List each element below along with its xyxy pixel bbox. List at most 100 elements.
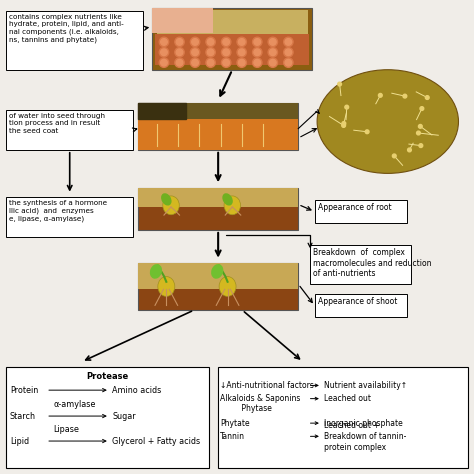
Circle shape <box>408 148 411 152</box>
Circle shape <box>253 58 262 67</box>
Circle shape <box>238 38 245 45</box>
FancyBboxPatch shape <box>138 188 298 207</box>
FancyBboxPatch shape <box>155 34 309 65</box>
FancyBboxPatch shape <box>138 103 298 119</box>
Text: contains complex nutrients like
hydrate, protein, lipid, and anti-
nal component: contains complex nutrients like hydrate,… <box>9 14 124 43</box>
Ellipse shape <box>222 193 233 206</box>
Circle shape <box>175 37 184 46</box>
Circle shape <box>270 38 276 45</box>
Text: Appearance of shoot: Appearance of shoot <box>318 297 397 306</box>
Circle shape <box>191 37 200 46</box>
Circle shape <box>378 93 382 97</box>
Ellipse shape <box>219 277 236 296</box>
Text: Leached out: Leached out <box>324 394 371 403</box>
Circle shape <box>237 47 246 57</box>
Ellipse shape <box>211 264 223 279</box>
Circle shape <box>270 49 276 55</box>
FancyBboxPatch shape <box>138 103 298 150</box>
Circle shape <box>365 130 369 134</box>
Circle shape <box>268 58 277 67</box>
Ellipse shape <box>150 264 162 279</box>
Circle shape <box>207 49 214 55</box>
Circle shape <box>270 59 276 66</box>
Circle shape <box>425 96 429 100</box>
Circle shape <box>253 37 262 46</box>
FancyBboxPatch shape <box>138 263 298 289</box>
Circle shape <box>161 59 167 66</box>
Text: Sugar: Sugar <box>112 411 136 420</box>
Circle shape <box>223 59 229 66</box>
Circle shape <box>254 38 261 45</box>
Circle shape <box>192 38 198 45</box>
Polygon shape <box>138 103 186 119</box>
Text: ↓Anti-nutritional factors: ↓Anti-nutritional factors <box>220 381 314 390</box>
Circle shape <box>206 58 215 67</box>
FancyBboxPatch shape <box>218 366 468 468</box>
FancyBboxPatch shape <box>152 9 312 70</box>
Text: Phytase: Phytase <box>220 404 272 413</box>
FancyBboxPatch shape <box>138 119 298 150</box>
Ellipse shape <box>224 196 240 215</box>
Circle shape <box>176 38 183 45</box>
Circle shape <box>206 47 215 57</box>
Circle shape <box>268 37 277 46</box>
Circle shape <box>175 47 184 57</box>
Circle shape <box>392 154 396 158</box>
Text: Breakdown  of  complex
macromolecules and reduction
of anti-nutrients: Breakdown of complex macromolecules and … <box>313 248 431 278</box>
Circle shape <box>161 49 167 55</box>
Ellipse shape <box>158 277 175 296</box>
Circle shape <box>342 121 346 125</box>
Circle shape <box>238 49 245 55</box>
Circle shape <box>207 59 214 66</box>
Circle shape <box>419 125 422 128</box>
Circle shape <box>191 58 200 67</box>
Text: Appearance of root: Appearance of root <box>318 203 391 212</box>
FancyBboxPatch shape <box>315 294 407 317</box>
Circle shape <box>254 59 261 66</box>
FancyBboxPatch shape <box>315 200 407 223</box>
Text: Alkaloids & Saponins: Alkaloids & Saponins <box>220 394 301 403</box>
Circle shape <box>176 49 183 55</box>
Circle shape <box>283 37 293 46</box>
Ellipse shape <box>161 193 172 206</box>
FancyBboxPatch shape <box>157 10 308 36</box>
Ellipse shape <box>317 70 458 173</box>
Circle shape <box>417 131 420 135</box>
Circle shape <box>223 49 229 55</box>
Text: Lipase: Lipase <box>53 425 79 434</box>
Circle shape <box>342 124 346 128</box>
Circle shape <box>419 144 423 147</box>
Circle shape <box>161 38 167 45</box>
Text: Amino acids: Amino acids <box>112 386 161 395</box>
Text: Leached out +
Breakdown of tannin-
protein complex: Leached out + Breakdown of tannin- prote… <box>324 421 407 452</box>
Circle shape <box>206 37 215 46</box>
Text: Nutrient availability↑: Nutrient availability↑ <box>324 381 407 390</box>
Circle shape <box>268 47 277 57</box>
FancyBboxPatch shape <box>6 11 143 70</box>
Text: Lipid: Lipid <box>10 437 29 446</box>
Circle shape <box>238 59 245 66</box>
Circle shape <box>345 105 348 109</box>
Text: α-amylase: α-amylase <box>53 400 96 409</box>
FancyBboxPatch shape <box>6 366 209 468</box>
Circle shape <box>420 107 424 110</box>
Circle shape <box>176 59 183 66</box>
Circle shape <box>237 37 246 46</box>
Circle shape <box>192 59 198 66</box>
Circle shape <box>285 59 292 66</box>
Text: of water into seed through
tion process and in result
the seed coat: of water into seed through tion process … <box>9 113 105 134</box>
Text: Starch: Starch <box>10 411 36 420</box>
Text: the synthesis of a hormone
llic acid)  and  enzymes
e, lipase, α-amylase): the synthesis of a hormone llic acid) an… <box>9 200 107 222</box>
Circle shape <box>337 82 341 86</box>
Text: Phytate: Phytate <box>220 419 250 428</box>
Circle shape <box>159 37 169 46</box>
Circle shape <box>192 49 198 55</box>
Text: Inorganic phosphate: Inorganic phosphate <box>324 419 403 428</box>
Circle shape <box>403 94 407 98</box>
Circle shape <box>159 47 169 57</box>
Circle shape <box>221 47 231 57</box>
FancyBboxPatch shape <box>152 9 213 33</box>
FancyBboxPatch shape <box>6 110 133 150</box>
Circle shape <box>191 47 200 57</box>
Circle shape <box>254 49 261 55</box>
